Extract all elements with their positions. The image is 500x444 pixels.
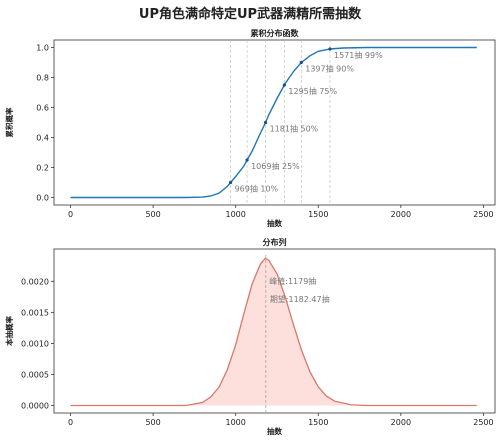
plot-frame-2: [53, 248, 496, 414]
x-tick-label: 0: [68, 418, 73, 427]
quantile-annotation: 1397抽 90%: [305, 64, 354, 74]
y-axis-label: 累积概率: [4, 107, 14, 137]
quantile-annotation: 1295抽 75%: [288, 86, 337, 96]
x-tick-label: 500: [145, 210, 160, 219]
panel-title-1: 累积分布函数: [251, 28, 300, 38]
peak-annotation: 峰值:1179抽: [269, 276, 316, 286]
y-axis-label: 本抽概率: [4, 316, 14, 347]
y-tick-label: 1.0: [36, 44, 49, 53]
x-tick-label: 1000: [226, 418, 246, 427]
x-axis-label: 抽数: [267, 426, 282, 436]
y-tick-label: 0.6: [36, 104, 49, 113]
x-tick-label: 0: [68, 210, 73, 219]
quantile-annotation: 969抽 10%: [235, 184, 279, 194]
panel-title-2: 分布列: [263, 237, 287, 247]
x-tick-label: 2000: [391, 418, 411, 427]
y-tick-label: 0.0: [36, 194, 49, 203]
x-axis-label: 抽数: [267, 218, 282, 228]
pmf-area-fill: [70, 258, 477, 406]
x-tick-label: 2500: [473, 418, 493, 427]
x-tick-label: 1500: [308, 210, 328, 219]
x-tick-label: 1500: [308, 418, 328, 427]
mean-annotation: 期望:1182.47抽: [270, 294, 330, 304]
y-tick-label: 0.2: [36, 164, 49, 173]
quantile-annotation: 1069抽 25%: [251, 161, 300, 171]
quantile-annotation: 1181抽 50%: [270, 124, 319, 134]
y-tick-label: 0.8: [36, 74, 49, 83]
pmf-line: [70, 257, 477, 407]
x-tick-label: 2500: [473, 210, 493, 219]
y-tick-label: 0.0015: [21, 308, 49, 317]
quantile-marker: [263, 120, 268, 125]
x-tick-label: 500: [145, 418, 160, 427]
y-tick-label: 0.4: [36, 134, 49, 143]
y-tick-label: 0.0000: [21, 402, 49, 411]
y-tick-label: 0.0005: [21, 370, 49, 379]
quantile-annotation: 1571抽 99%: [334, 50, 383, 60]
x-tick-label: 1000: [226, 210, 246, 219]
quantile-marker: [228, 180, 233, 185]
cdf-line: [70, 46, 477, 199]
quantile-marker: [245, 158, 249, 162]
quantile-marker: [328, 47, 332, 51]
y-tick-label: 0.0020: [21, 277, 49, 286]
x-tick-label: 2000: [391, 210, 411, 219]
plot-frame-1: [53, 39, 496, 206]
quantile-marker: [282, 83, 287, 87]
quantile-marker: [299, 60, 303, 65]
y-tick-label: 0.0010: [21, 339, 49, 348]
figure-title: UP角色满命特定UP武器满精所需抽数: [138, 7, 362, 22]
